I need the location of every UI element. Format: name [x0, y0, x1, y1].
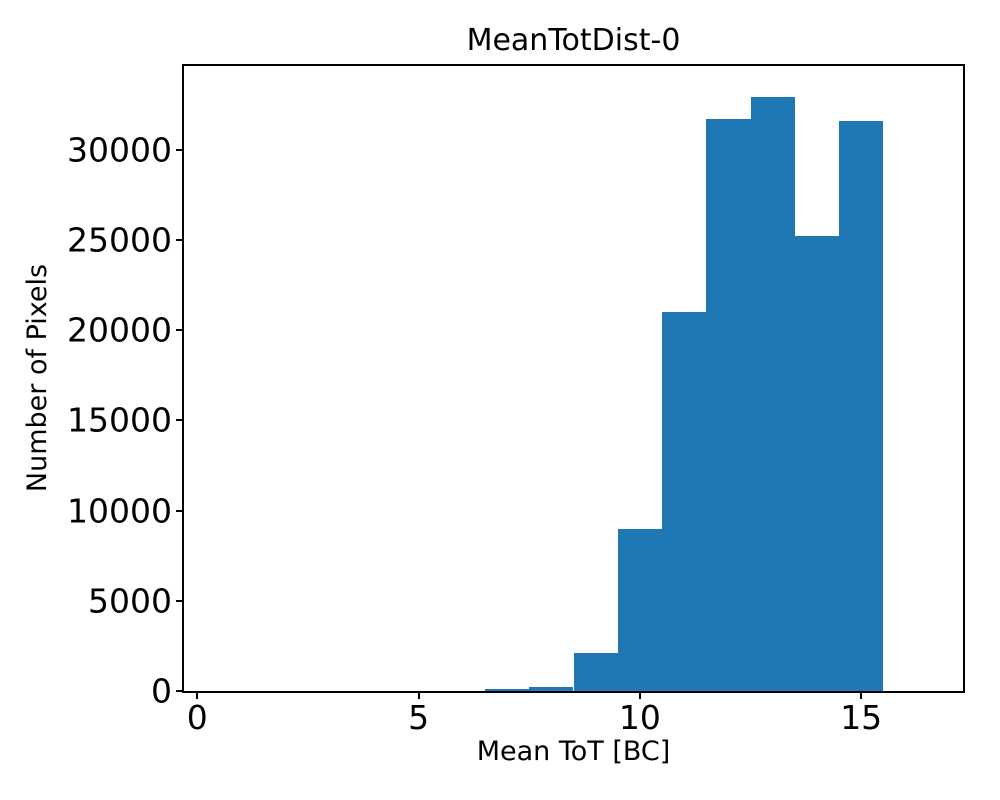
y-tick-mark	[176, 599, 184, 602]
x-tick-label: 15	[840, 698, 883, 737]
histogram-bar	[617, 528, 662, 691]
x-tick-label: 10	[618, 698, 661, 737]
histogram-bar	[839, 120, 884, 691]
histogram-bar	[794, 236, 840, 691]
y-axis-label: Number of Pixels	[22, 263, 53, 493]
chart-title: MeanTotDist-0	[466, 23, 681, 58]
x-tick-label: 0	[186, 698, 208, 737]
y-tick-mark	[176, 238, 184, 241]
y-tick-mark	[176, 509, 184, 512]
plot-area: 0 5 10 15 0 5000 10000 15000 20000 25000 30000	[67, 64, 965, 734]
y-tick-mark	[176, 148, 184, 151]
x-tick-label: 5	[408, 698, 430, 737]
histogram-bar	[529, 686, 574, 691]
histogram-bar	[662, 312, 707, 691]
y-tick-label: 25000	[67, 220, 172, 260]
y-tick-label: 0	[151, 671, 172, 711]
y-tick-mark	[176, 329, 184, 332]
y-tick-label: 20000	[67, 310, 172, 350]
y-tick-label: 15000	[67, 400, 172, 440]
y-tick-label: 30000	[67, 130, 172, 170]
y-tick-mark	[176, 419, 184, 422]
y-tick-label: 10000	[67, 491, 172, 531]
histogram-bar	[750, 97, 795, 691]
y-tick-mark	[176, 690, 184, 692]
histogram-bar	[706, 119, 751, 691]
histogram-bar	[484, 689, 530, 691]
x-tick-mark	[196, 691, 199, 699]
y-tick-label: 5000	[88, 581, 172, 621]
x-tick-mark	[638, 691, 641, 699]
histogram-bar	[573, 653, 618, 691]
x-tick-mark	[417, 691, 420, 699]
x-tick-mark	[860, 691, 863, 699]
x-axis-label: Mean ToT [BC]	[476, 736, 671, 767]
